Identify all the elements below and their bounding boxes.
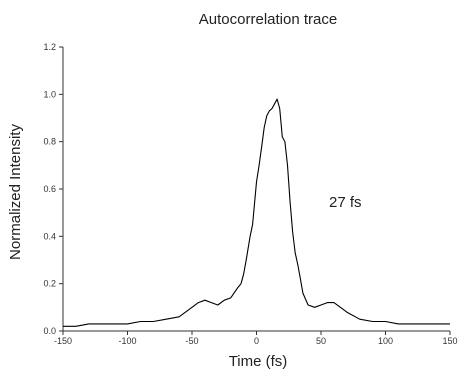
y-tick-label: 0.8 <box>43 137 56 147</box>
chart-title: Autocorrelation trace <box>199 11 337 28</box>
autocorrelation-trace-line <box>63 98 450 327</box>
x-tick-label: -150 <box>54 336 72 346</box>
x-tick-label: 150 <box>442 336 457 346</box>
x-tick-label: -50 <box>185 336 198 346</box>
x-axis-label: Time (fs) <box>229 353 288 369</box>
y-axis-label: Normalized Intensity <box>7 124 24 260</box>
x-tick-label: 0 <box>254 336 259 346</box>
y-tick-label: 0.0 <box>43 326 56 336</box>
plot-area <box>62 47 450 332</box>
y-tick-label: 0.4 <box>43 231 56 241</box>
y-tick-label: 1.2 <box>43 42 56 52</box>
pulse-width-annotation: 27 fs <box>329 194 362 211</box>
x-axis: -150 -100 -50 0 50 100 150 <box>54 331 458 346</box>
x-tick-label: -100 <box>118 336 136 346</box>
y-tick-label: 0.2 <box>43 279 56 289</box>
y-axis: 0.0 0.2 0.4 0.6 0.8 1.0 1.2 <box>43 42 63 336</box>
y-tick-label: 0.6 <box>43 184 56 194</box>
y-tick-label: 1.0 <box>43 89 56 99</box>
x-tick-label: 50 <box>316 336 326 346</box>
x-tick-label: 100 <box>378 336 393 346</box>
